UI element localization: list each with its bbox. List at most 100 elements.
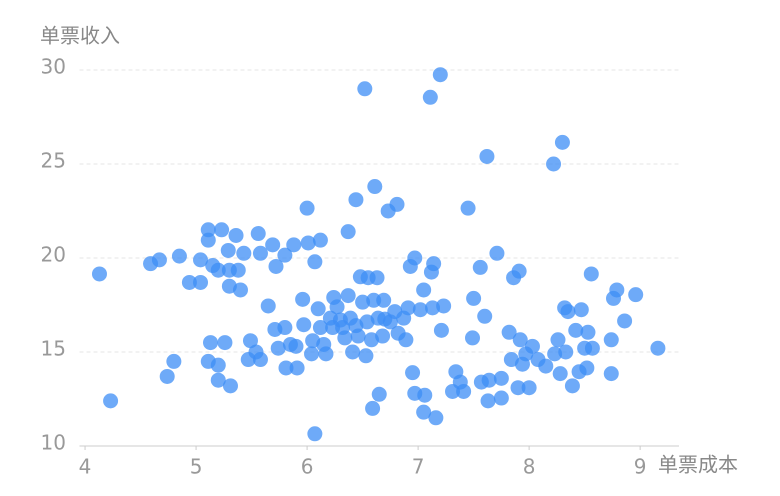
point	[603, 332, 619, 348]
point	[628, 287, 644, 303]
point	[511, 263, 527, 279]
point	[103, 393, 119, 409]
point	[477, 308, 493, 324]
point	[416, 404, 432, 420]
x-axis-label: 单票成本	[658, 453, 738, 477]
point	[456, 383, 472, 399]
point	[193, 252, 209, 268]
point	[369, 270, 385, 286]
point	[433, 322, 449, 338]
point	[171, 248, 187, 264]
point	[583, 266, 599, 282]
point	[422, 89, 438, 105]
point	[277, 247, 293, 263]
point	[166, 353, 182, 369]
point	[493, 390, 509, 406]
point	[151, 252, 167, 268]
point	[417, 387, 433, 403]
y-tick-label: 25	[41, 149, 66, 173]
point	[436, 298, 452, 314]
point	[355, 294, 371, 310]
point	[564, 378, 580, 394]
point	[217, 335, 233, 351]
point	[222, 378, 238, 394]
point	[398, 332, 414, 348]
point	[295, 291, 311, 307]
point	[312, 232, 328, 248]
point	[460, 200, 476, 216]
point	[428, 410, 444, 426]
point	[250, 226, 266, 242]
point	[159, 368, 175, 384]
point	[310, 301, 326, 317]
point	[348, 192, 364, 208]
point	[307, 254, 323, 270]
point	[432, 67, 448, 83]
point	[493, 370, 509, 386]
point	[228, 227, 244, 243]
point	[367, 179, 383, 195]
point	[375, 328, 391, 344]
point	[340, 224, 356, 240]
point	[501, 324, 517, 340]
point	[405, 365, 421, 381]
point	[200, 222, 216, 238]
point	[214, 222, 230, 238]
point	[193, 274, 209, 290]
point	[286, 237, 302, 253]
point	[407, 250, 423, 266]
point	[365, 400, 381, 416]
point	[552, 366, 568, 382]
x-tick-label: 5	[190, 455, 203, 479]
point	[550, 332, 566, 348]
x-tick-label: 6	[301, 455, 314, 479]
point	[91, 266, 107, 282]
y-tick-label: 30	[41, 55, 66, 79]
point	[268, 258, 284, 274]
y-tick-label: 15	[41, 337, 66, 361]
point	[558, 344, 574, 360]
point	[340, 288, 356, 304]
x-tick-label: 7	[412, 455, 425, 479]
point	[210, 357, 226, 373]
point	[521, 380, 537, 396]
point	[210, 262, 226, 278]
point	[376, 292, 392, 308]
point	[230, 262, 246, 278]
y-tick-label: 10	[41, 431, 66, 455]
point	[425, 300, 441, 316]
point	[400, 300, 416, 316]
point	[568, 322, 584, 338]
point	[181, 274, 197, 290]
point	[278, 360, 294, 376]
point	[296, 317, 312, 333]
point	[479, 148, 495, 164]
point	[603, 366, 619, 382]
point	[573, 302, 589, 318]
point	[480, 393, 496, 409]
point	[481, 372, 497, 388]
point	[304, 346, 320, 362]
point	[554, 134, 570, 150]
point	[265, 237, 281, 253]
point	[337, 330, 353, 346]
point	[203, 335, 219, 351]
point	[617, 313, 633, 329]
point	[584, 340, 600, 356]
point	[426, 256, 442, 272]
x-tick-label: 9	[634, 455, 647, 479]
point	[288, 338, 304, 354]
point	[345, 344, 361, 360]
point	[538, 358, 554, 374]
point	[242, 333, 258, 349]
point	[200, 232, 216, 248]
point	[412, 302, 428, 318]
point	[560, 304, 576, 320]
point	[270, 340, 286, 356]
point	[389, 196, 405, 212]
point	[416, 282, 432, 298]
point	[289, 360, 305, 376]
x-tick-label: 8	[523, 455, 536, 479]
point	[260, 298, 276, 314]
